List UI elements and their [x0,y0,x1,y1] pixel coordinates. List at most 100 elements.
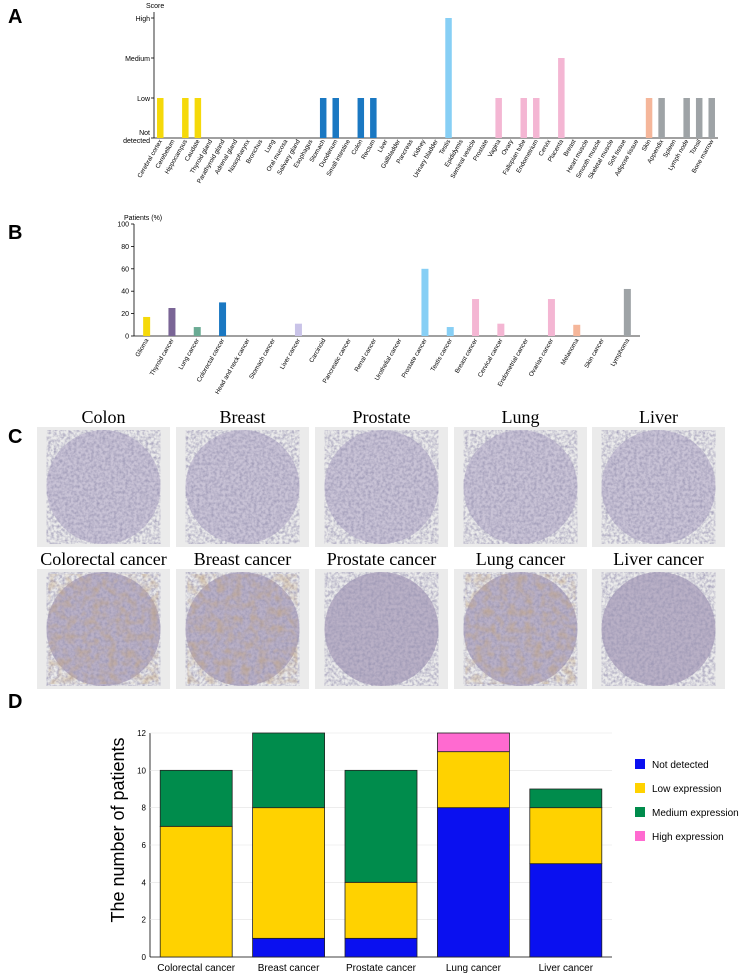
chart-a-bar [319,98,327,138]
chart-b-ytick: 0 [125,334,129,341]
chart-a-ytick: High [136,16,151,23]
chart-a-bar [445,18,452,138]
chart-b-category-label: Pancreatic cancer [322,338,353,385]
chart-b-category-label: Stomach cancer [248,338,277,381]
chart-a-category-label: Skin [641,138,653,153]
chart-b-category-label: Melanoma [560,337,581,366]
chart-b-category-label: Skin cancer [583,338,606,370]
chart-a-bar [558,58,565,138]
ihc-tissue-texture [324,430,439,544]
chart-b: Patients (%) 0 20 40 60 80 100 GliomaThyroid … [117,215,640,396]
chart-a-bar [645,98,653,138]
chart-d-ytick: 12 [137,729,146,738]
chart-b-bar [547,299,555,336]
chart-a-bar [520,98,527,138]
ihc-title: Prostate cancer [327,549,436,569]
chart-a-bar [157,98,164,138]
chart-b-bar [168,308,176,336]
panel-label-b: B [8,222,22,244]
chart-a-ytick: Medium [125,56,150,63]
chart-a-bar [332,98,339,138]
chart-d-legend-label: Low expression [652,784,721,795]
ihc-panel: Colon Breast Prostate Lung Liver Colorectal c… [37,407,725,689]
chart-b-category-label: Renal cancer [353,338,378,374]
chart-b-category-label: Breast cancer [454,338,479,375]
chart-a-bar [370,98,377,138]
ihc-brown-staining [187,574,298,684]
chart-b-ytick: 20 [121,311,129,318]
chart-d-category-label: Prostate cancer [346,963,417,974]
chart-b-ytick: 100 [117,222,129,229]
chart-b-category-label: Testis cancer [430,338,454,373]
chart-b-category-label: Glioma [134,337,150,358]
chart-d-bar-segment [436,732,510,753]
chart-a-ylabel: Score [146,3,164,10]
panel-label-c: C [8,426,22,448]
chart-d-ytick: 0 [142,953,147,962]
chart-a-bar [495,98,502,138]
chart-a-bar [708,98,715,138]
ihc-title: Liver cancer [613,549,703,569]
chart-d-legend-label: Not detected [652,760,709,771]
chart-b-ylabel: Patients (%) [124,215,162,222]
ihc-brown-staining [465,574,576,684]
chart-d-category-label: Colorectal cancer [157,963,235,974]
ihc-title: Colon [81,407,125,427]
chart-d-bar-segment [159,825,233,958]
ihc-title: Colorectal cancer [40,549,166,569]
chart-a-bar [182,98,189,138]
chart-a-bar [194,98,202,138]
chart-d-legend-label: Medium expression [652,808,739,819]
ihc-title: Breast [220,407,266,427]
chart-b-ytick: 80 [121,244,129,251]
chart-d-legend-swatch [635,783,645,793]
ihc-title: Prostate [353,407,411,427]
chart-d-category-label: Lung cancer [446,963,502,974]
chart-d-ytick: 4 [142,878,147,887]
chart-b-category-label: Prostate cancer [401,338,429,380]
chart-b-bar [421,268,429,336]
chart-d-ytick: 8 [142,804,147,813]
chart-d-bar-segment [344,937,418,958]
chart-d-legend-swatch [635,807,645,817]
chart-b-bar [573,324,581,336]
chart-a-ytick: Low [137,96,151,103]
chart-d-bar-segment [436,807,510,958]
chart-a-category-label: Vagina [487,138,503,159]
chart-d-bar-segment [344,769,418,883]
chart-a-bar [658,98,665,138]
chart-b-bar [143,316,151,336]
chart-b-ytick: 40 [121,289,129,296]
chart-b-bar [294,323,302,336]
chart-b-category-label: Thyroid cancer [149,338,176,378]
chart-b-bar [497,323,505,336]
chart-b-ytick: 60 [121,266,129,273]
chart-d-bar-segment [252,807,326,939]
ihc-title: Lung [502,407,540,427]
chart-b-category-label: Liver cancer [279,338,302,371]
ihc-tissue-texture [463,430,578,544]
chart-b-category-label: Colorectal cancer [196,338,227,384]
chart-d-legend-swatch [635,759,645,769]
chart-d-legend-swatch [635,831,645,841]
ihc-tissue-texture [601,572,716,686]
chart-b-bar [623,288,631,336]
chart-b-category-label: Urothelial cancer [374,338,404,382]
ihc-title: Liver [639,407,678,427]
chart-b-bar [193,327,201,336]
panel-label-a: A [8,6,22,28]
chart-d-bar-segment [252,732,326,809]
chart-d-bar-segment [529,863,603,958]
chart-d-bar-segment [436,751,510,809]
chart-d-bar-segment [529,788,603,809]
chart-b-bar [472,299,480,336]
chart-b-category-label: Lymphoma [610,337,632,368]
chart-d-bar-segment [159,769,233,827]
ihc-tissue-texture [185,430,300,544]
chart-b-category-label: Lung cancer [178,338,201,372]
chart-a-bar [533,98,540,138]
ihc-title: Lung cancer [476,549,565,569]
chart-d-ytick: 10 [137,766,146,775]
